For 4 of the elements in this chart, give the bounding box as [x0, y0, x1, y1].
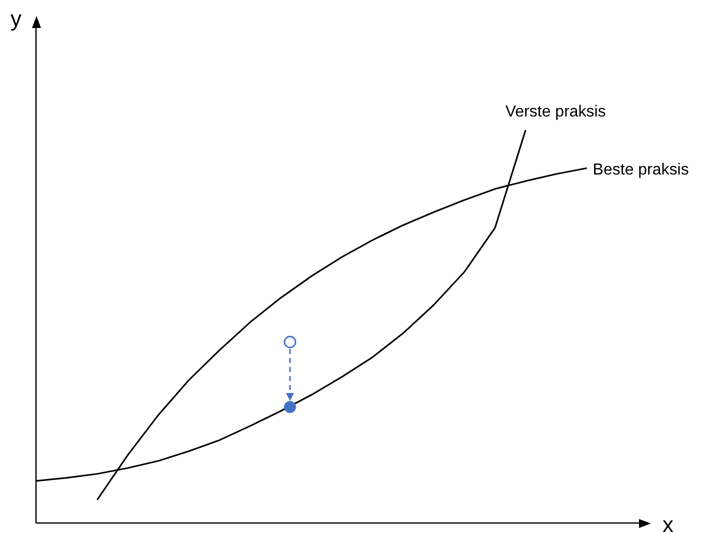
y-axis-title: y [10, 6, 22, 32]
series-label: Beste praksis [592, 162, 689, 179]
x-axis-title: x [662, 512, 674, 533]
series-label: Verste praksis [505, 103, 606, 120]
